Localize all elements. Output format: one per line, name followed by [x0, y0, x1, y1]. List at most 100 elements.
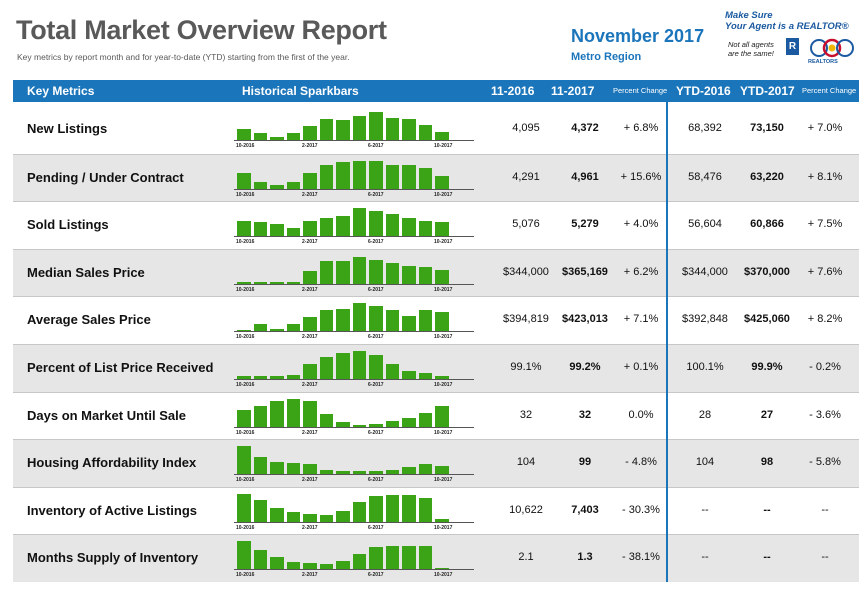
sparkbar: [385, 495, 399, 522]
sparkbar: [402, 467, 416, 475]
tick-label: 10-2016: [236, 334, 255, 341]
sparkbar: [319, 261, 333, 284]
sparkbar: [352, 160, 366, 189]
table-row: Sold Listings 10-2016 2-2017 6-2017 10-2017 5…: [13, 201, 859, 249]
table-row: New Listings 10-2016 2-2017 6-2017 10-2017 4,…: [13, 106, 859, 154]
value-percent-change: + 6.8%: [623, 122, 659, 134]
tick-label: 10-2016: [236, 572, 255, 579]
tick-label: 10-2016: [236, 524, 255, 531]
tick-label: 6-2017: [368, 524, 384, 531]
value-ytd-2017: 27: [760, 408, 774, 421]
sparkbar: [435, 567, 449, 570]
sparkbar-chart: 10-2016 2-2017 6-2017 10-2017: [234, 250, 474, 298]
sparkbar: [352, 303, 366, 332]
sparkbar: [435, 518, 449, 522]
sparkbar: [237, 446, 251, 475]
value-ytd-2017: 98: [760, 456, 774, 469]
tick-label: 10-2017: [434, 143, 453, 149]
tick-label: 2-2017: [302, 477, 318, 484]
table-row: Median Sales Price 10-2016 2-2017 6-2017 10-…: [13, 248, 859, 298]
value-percent-change: - 38.1%: [622, 551, 660, 564]
value-ytd-2016: 100.1%: [686, 361, 724, 373]
sparkbar: [352, 501, 366, 522]
sparkbar: [369, 496, 383, 522]
sparkbar: [253, 375, 267, 379]
sparkbar: [270, 375, 284, 379]
sparkbar: [418, 167, 432, 189]
metric-label: Percent of List Price Received: [27, 360, 214, 375]
tick-label: 10-2017: [434, 477, 453, 484]
table-row: Pending / Under Contract 10-2016 2-2017 6-2…: [13, 153, 859, 202]
sparkbar: [352, 351, 366, 379]
table-row: Days on Market Until Sale 10-2016 2-2017 6-…: [13, 391, 859, 440]
sparkbar-axis: [234, 236, 474, 238]
sparkbar: [237, 541, 251, 570]
value-ytd-percent-change: - 0.2%: [809, 361, 841, 373]
sparkbar: [435, 311, 449, 332]
value-11-2016: 2.1: [518, 551, 534, 564]
col-ytd-percent-change: Percent Change: [802, 86, 857, 95]
sparkbar: [369, 471, 383, 475]
sparkbar: [336, 216, 350, 237]
sparkbar: [270, 282, 284, 284]
sparkbar: [319, 164, 333, 189]
sparkbar: [369, 259, 383, 284]
value-ytd-2016: --: [701, 551, 709, 564]
tick-label: 10-2017: [434, 334, 453, 341]
sparkbar: [402, 164, 416, 189]
value-ytd-percent-change: + 8.2%: [807, 313, 843, 326]
sparkbar: [253, 499, 267, 522]
tick-label: 10-2016: [236, 143, 255, 149]
sparkbar-chart: 10-2016 2-2017 6-2017 10-2017: [234, 106, 474, 154]
sparkbar: [303, 173, 317, 189]
sparkbar: [385, 117, 399, 140]
tick-label: 10-2017: [434, 572, 453, 579]
sparkbar: [270, 556, 284, 570]
tick-label: 10-2016: [236, 429, 255, 436]
tick-label: 10-2017: [434, 382, 453, 388]
col-sparkbars: Historical Sparkbars: [242, 84, 359, 98]
metric-label: Average Sales Price: [27, 312, 151, 328]
sparkbar: [336, 422, 350, 427]
sparkbar-axis: [234, 331, 474, 333]
sparkbar: [286, 281, 300, 284]
sparkbar: [253, 282, 267, 284]
sparkbar: [303, 126, 317, 140]
value-ytd-2016: 68,392: [688, 122, 722, 134]
sparkbar: [253, 549, 267, 570]
sparkbar: [435, 131, 449, 140]
sparkbar: [402, 217, 416, 237]
sparkbar: [418, 413, 432, 427]
value-ytd-percent-change: + 7.5%: [807, 218, 843, 231]
sparkbar: [336, 560, 350, 570]
tick-label: 2-2017: [302, 191, 318, 198]
sparkbar: [319, 469, 333, 475]
sparkbar: [286, 562, 300, 570]
value-ytd-2017: 60,866: [750, 218, 784, 231]
value-11-2017: $365,169: [562, 265, 608, 278]
sparkbar: [303, 464, 317, 475]
sparkbar: [435, 406, 449, 427]
value-ytd-percent-change: --: [821, 503, 829, 516]
metric-label: Sold Listings: [27, 217, 109, 233]
report-title: Total Market Overview Report: [16, 15, 387, 45]
sparkbar: [418, 497, 432, 522]
value-ytd-2017: 73,150: [750, 122, 784, 134]
tick-label: 2-2017: [302, 239, 318, 246]
sparkbar: [402, 495, 416, 522]
value-ytd-2017: $370,000: [744, 265, 790, 278]
sparkbar: [319, 119, 333, 140]
sparkbar: [303, 271, 317, 284]
sparkbar: [352, 208, 366, 237]
value-11-2016: $394,819: [503, 313, 549, 326]
sparkbar: [369, 423, 383, 427]
sparkbar: [270, 401, 284, 427]
sparkbar: [369, 112, 383, 140]
sparkbar: [237, 493, 251, 522]
sparkbar: [253, 133, 267, 140]
value-ytd-2017: 99.9%: [751, 361, 783, 373]
sparkbar: [253, 324, 267, 332]
tick-label: 6-2017: [368, 143, 384, 149]
value-ytd-2017: 63,220: [750, 170, 784, 183]
colorado-realtors-icon: [810, 38, 854, 58]
